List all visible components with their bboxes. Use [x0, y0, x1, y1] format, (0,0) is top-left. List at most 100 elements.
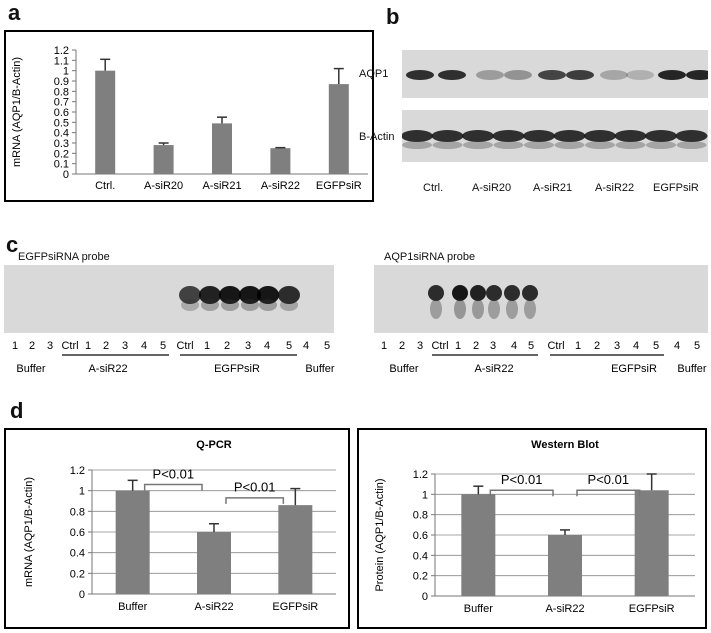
egfp-probe-strip — [4, 265, 334, 333]
egfp-probe-smear — [280, 299, 298, 311]
aqp1-probe-band — [504, 285, 520, 301]
significance-label: P<0.01 — [588, 472, 630, 487]
lane-a-sir20: A-siR20 — [472, 182, 512, 194]
actin-band-smear — [585, 141, 615, 149]
lane-label: 4 — [674, 340, 680, 352]
actin-band — [431, 130, 464, 142]
lane-label: 4 — [264, 340, 270, 352]
y-tick-label: 0 — [63, 169, 69, 181]
x-tick-label: Buffer — [464, 603, 493, 615]
significance-label: P<0.01 — [234, 480, 276, 495]
lane-label: 2 — [224, 340, 230, 352]
bar — [212, 123, 232, 174]
egfp-probe-band — [179, 286, 201, 304]
aqp1-probe-strip — [374, 265, 708, 333]
aqp1-band — [686, 70, 708, 80]
actin-band-smear — [463, 141, 493, 149]
y-tick-label: 0.4 — [54, 128, 69, 140]
panel-d-western-frame: Western Blot 0 0.2 0.4 0.6 0.8 1 1.2 Protein (AQ… — [357, 428, 707, 629]
bar — [197, 532, 231, 594]
lane-label: 1 — [381, 340, 387, 352]
lane-label: 2 — [103, 340, 109, 352]
actin-band-smear — [402, 141, 432, 149]
y-tick-label: 0.4 — [413, 550, 428, 562]
lane-ctrl: Ctrl. — [423, 182, 444, 194]
chart-title: Q-PCR — [196, 439, 232, 451]
band-label-b-actin: B-Actin — [359, 131, 395, 143]
aqp1-probe-smear — [454, 299, 466, 319]
y-tick-label: 1.2 — [70, 465, 85, 477]
aqp1-band — [476, 70, 504, 80]
aqp1-band — [538, 70, 566, 80]
panel-a-frame: 0 0.1 0.2 0.3 0.4 0.5 0.6 0.7 0.8 0.9 1 1.1 1.2 mRNA … — [4, 30, 374, 202]
y-tick-label: 0.2 — [413, 571, 428, 583]
x-tick-label: EGFPsiR — [629, 603, 675, 615]
y-tick-label: 1.1 — [54, 55, 69, 67]
bar — [270, 148, 291, 174]
significance-bracket — [143, 483, 203, 491]
x-tick-label: EGFPsiR — [272, 601, 318, 613]
chart-title: Western Blot — [531, 439, 599, 451]
lane-a-sir21: A-siR21 — [533, 182, 573, 194]
lane-label: Ctrl — [547, 340, 564, 352]
actin-band — [675, 130, 708, 142]
aqp1-probe-band — [452, 285, 468, 301]
aqp1-band — [566, 70, 594, 80]
actin-band-smear — [493, 141, 524, 149]
aqp1-probe-band — [486, 285, 502, 301]
lane-label: 1 — [12, 340, 18, 352]
bar — [95, 70, 116, 174]
lane-label: 4 — [633, 340, 639, 352]
lane-group-label: EGFPsiR — [214, 363, 260, 375]
bar — [153, 145, 174, 174]
lane-label: 4 — [303, 340, 309, 352]
lane-group-label: A-siR22 — [88, 363, 127, 375]
y-tick-label: 0 — [422, 591, 428, 603]
significance-label: P<0.01 — [501, 472, 543, 487]
bar — [278, 505, 313, 594]
bar — [461, 494, 496, 596]
lane-group-label: Buffer — [305, 363, 334, 375]
lane-label: 5 — [653, 340, 659, 352]
x-tick-label: A-siR21 — [202, 180, 241, 192]
lane-a-sir22: A-siR22 — [595, 182, 635, 194]
y-tick-label: 0.7 — [54, 97, 69, 109]
egfp-probe-smear — [201, 299, 219, 311]
actin-band — [462, 130, 494, 142]
y-tick-label: 0 — [79, 589, 85, 601]
qpcr-bar-chart: Q-PCR 0 0.2 0.4 0.6 0.8 1 1.2 mRNA (AQP1/B-Actin… — [23, 439, 336, 613]
lane-label: 3 — [490, 340, 496, 352]
lane-label: 4 — [141, 340, 147, 352]
lane-label: 1 — [575, 340, 581, 352]
y-tick-label: 0.3 — [54, 138, 69, 150]
x-tick-label: Buffer — [118, 601, 147, 613]
x-tick-label: EGFPsiR — [316, 180, 362, 192]
egfp-probe-smear — [221, 299, 239, 311]
egfp-probe-smear — [241, 299, 259, 311]
y-tick-label: 1 — [63, 66, 69, 78]
aqp1-band — [626, 70, 654, 80]
aqp1-probe-band — [428, 285, 444, 301]
y-tick-label: 0.8 — [54, 86, 69, 98]
panel-label-b: b — [386, 4, 400, 29]
egfp-probe-band — [239, 286, 261, 304]
aqp1-probe-band — [522, 285, 538, 301]
egfp-probe-band — [278, 286, 300, 304]
y-tick-label: 1 — [422, 489, 428, 501]
aqp1-band — [504, 70, 532, 80]
actin-band-smear — [524, 141, 554, 149]
panel-d-qpcr-frame: Q-PCR 0 0.2 0.4 0.6 0.8 1 1.2 mRNA (AQP1/B-Actin… — [4, 428, 350, 629]
bar — [328, 84, 349, 174]
lane-label: 1 — [455, 340, 461, 352]
aqp1-probe-smear — [506, 299, 518, 319]
y-tick-label: 0.5 — [54, 117, 69, 129]
egfp-probe-band — [257, 286, 279, 304]
y-tick-label: 0.8 — [413, 510, 428, 522]
lane-label: 1 — [204, 340, 210, 352]
y-tick-label: 0.6 — [413, 530, 428, 542]
y-tick-label: 0.6 — [70, 527, 85, 539]
lane-label: 5 — [528, 340, 534, 352]
aqp1-probe-title: AQP1siRNA probe — [384, 251, 476, 263]
lane-label: Ctrl — [431, 340, 448, 352]
